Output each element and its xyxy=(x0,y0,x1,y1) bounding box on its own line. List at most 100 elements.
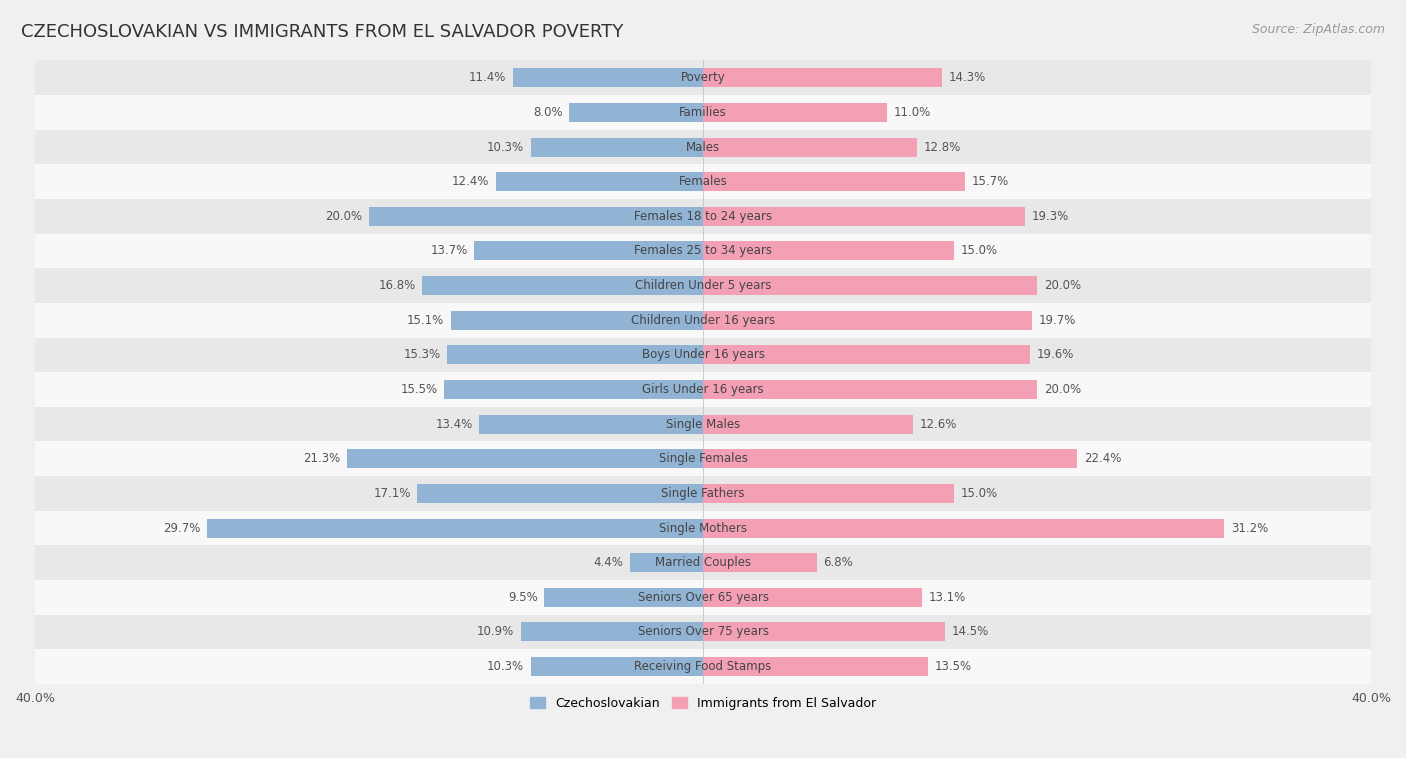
Bar xyxy=(513,68,703,87)
Text: 22.4%: 22.4% xyxy=(1084,453,1121,465)
Text: Children Under 5 years: Children Under 5 years xyxy=(634,279,772,292)
Bar xyxy=(35,511,1371,545)
Bar xyxy=(703,449,1077,468)
Text: 11.4%: 11.4% xyxy=(468,71,506,84)
Text: 20.0%: 20.0% xyxy=(325,210,363,223)
Text: 15.1%: 15.1% xyxy=(406,314,444,327)
Bar xyxy=(703,622,945,641)
Text: Receiving Food Stamps: Receiving Food Stamps xyxy=(634,660,772,673)
Text: 15.5%: 15.5% xyxy=(401,383,437,396)
Bar xyxy=(422,276,703,295)
Bar xyxy=(496,172,703,191)
Text: 10.3%: 10.3% xyxy=(486,140,524,154)
Bar xyxy=(703,68,942,87)
Bar xyxy=(703,207,1025,226)
Text: 11.0%: 11.0% xyxy=(893,106,931,119)
Text: Girls Under 16 years: Girls Under 16 years xyxy=(643,383,763,396)
Text: 15.3%: 15.3% xyxy=(404,349,441,362)
Text: 29.7%: 29.7% xyxy=(163,522,200,534)
Text: Poverty: Poverty xyxy=(681,71,725,84)
Bar xyxy=(451,311,703,330)
Bar xyxy=(703,172,965,191)
Bar xyxy=(35,476,1371,511)
Bar xyxy=(368,207,703,226)
Bar xyxy=(35,61,1371,95)
Bar xyxy=(35,164,1371,199)
Text: Females: Females xyxy=(679,175,727,188)
Text: 19.7%: 19.7% xyxy=(1039,314,1076,327)
Bar xyxy=(630,553,703,572)
Text: Single Fathers: Single Fathers xyxy=(661,487,745,500)
Text: Males: Males xyxy=(686,140,720,154)
Bar xyxy=(447,346,703,365)
Bar xyxy=(474,242,703,261)
Text: 6.8%: 6.8% xyxy=(824,556,853,569)
Text: Married Couples: Married Couples xyxy=(655,556,751,569)
Text: 31.2%: 31.2% xyxy=(1230,522,1268,534)
Text: 4.4%: 4.4% xyxy=(593,556,623,569)
Bar xyxy=(35,441,1371,476)
Bar xyxy=(703,137,917,157)
Bar xyxy=(35,130,1371,164)
Text: 19.3%: 19.3% xyxy=(1032,210,1070,223)
Bar xyxy=(544,587,703,607)
Bar xyxy=(703,103,887,122)
Bar xyxy=(703,311,1032,330)
Bar xyxy=(418,484,703,503)
Text: 10.3%: 10.3% xyxy=(486,660,524,673)
Text: Females 18 to 24 years: Females 18 to 24 years xyxy=(634,210,772,223)
Text: 14.5%: 14.5% xyxy=(952,625,988,638)
Bar xyxy=(522,622,703,641)
Text: Single Mothers: Single Mothers xyxy=(659,522,747,534)
Text: Seniors Over 65 years: Seniors Over 65 years xyxy=(637,590,769,604)
Text: 14.3%: 14.3% xyxy=(949,71,986,84)
Text: 13.5%: 13.5% xyxy=(935,660,973,673)
Bar xyxy=(479,415,703,434)
Bar xyxy=(35,615,1371,650)
Text: 9.5%: 9.5% xyxy=(508,590,537,604)
Text: 19.6%: 19.6% xyxy=(1038,349,1074,362)
Bar xyxy=(703,587,922,607)
Text: Source: ZipAtlas.com: Source: ZipAtlas.com xyxy=(1251,23,1385,36)
Text: 13.1%: 13.1% xyxy=(928,590,966,604)
Bar xyxy=(35,233,1371,268)
Text: 16.8%: 16.8% xyxy=(378,279,416,292)
Text: 8.0%: 8.0% xyxy=(533,106,562,119)
Text: Females 25 to 34 years: Females 25 to 34 years xyxy=(634,245,772,258)
Text: 15.0%: 15.0% xyxy=(960,487,997,500)
Text: Seniors Over 75 years: Seniors Over 75 years xyxy=(637,625,769,638)
Bar xyxy=(703,276,1038,295)
Bar xyxy=(35,407,1371,441)
Text: 15.7%: 15.7% xyxy=(972,175,1010,188)
Bar xyxy=(531,137,703,157)
Text: 20.0%: 20.0% xyxy=(1043,383,1081,396)
Text: 12.4%: 12.4% xyxy=(451,175,489,188)
Bar xyxy=(703,484,953,503)
Text: Children Under 16 years: Children Under 16 years xyxy=(631,314,775,327)
Text: 21.3%: 21.3% xyxy=(304,453,340,465)
Text: 20.0%: 20.0% xyxy=(1043,279,1081,292)
Bar xyxy=(35,650,1371,684)
Legend: Czechoslovakian, Immigrants from El Salvador: Czechoslovakian, Immigrants from El Salv… xyxy=(524,692,882,715)
Text: 17.1%: 17.1% xyxy=(374,487,411,500)
Bar xyxy=(703,415,914,434)
Bar xyxy=(35,199,1371,233)
Text: Single Males: Single Males xyxy=(666,418,740,431)
Bar xyxy=(703,242,953,261)
Bar xyxy=(35,372,1371,407)
Bar xyxy=(35,95,1371,130)
Bar xyxy=(35,268,1371,303)
Text: 10.9%: 10.9% xyxy=(477,625,515,638)
Text: Single Females: Single Females xyxy=(658,453,748,465)
Bar xyxy=(444,380,703,399)
Bar xyxy=(703,380,1038,399)
Text: 13.7%: 13.7% xyxy=(430,245,468,258)
Text: 12.8%: 12.8% xyxy=(924,140,960,154)
Bar xyxy=(703,346,1031,365)
Bar xyxy=(35,580,1371,615)
Text: Boys Under 16 years: Boys Under 16 years xyxy=(641,349,765,362)
Text: CZECHOSLOVAKIAN VS IMMIGRANTS FROM EL SALVADOR POVERTY: CZECHOSLOVAKIAN VS IMMIGRANTS FROM EL SA… xyxy=(21,23,623,41)
Text: 13.4%: 13.4% xyxy=(436,418,472,431)
Text: 15.0%: 15.0% xyxy=(960,245,997,258)
Bar xyxy=(703,553,817,572)
